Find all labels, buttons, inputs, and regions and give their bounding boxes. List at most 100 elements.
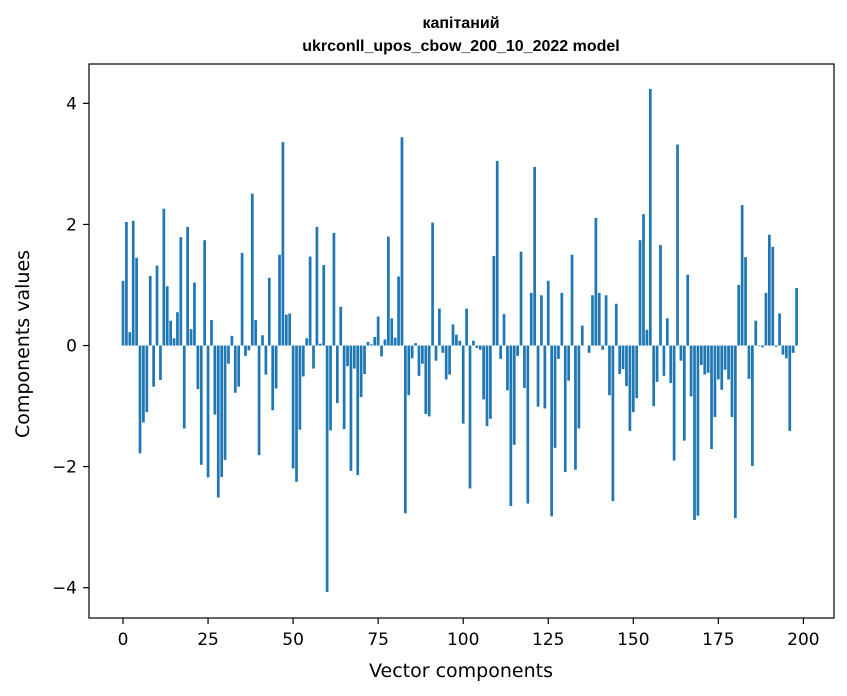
- x-tick-label: 50: [282, 630, 304, 650]
- bar-37: [247, 345, 251, 351]
- bar-63: [335, 345, 339, 404]
- bar-184: [747, 345, 751, 379]
- bar-126: [550, 345, 554, 517]
- bar-164: [679, 345, 683, 361]
- bar-2: [128, 332, 132, 346]
- bar-179: [730, 345, 734, 417]
- bar-186: [754, 320, 758, 346]
- bar-122: [536, 345, 540, 407]
- bar-163: [676, 144, 679, 346]
- bar-143: [608, 345, 611, 396]
- y-axis-label: Components values: [12, 250, 34, 438]
- bar-27: [213, 345, 217, 415]
- bar-180: [733, 345, 737, 519]
- bar-6: [142, 345, 145, 423]
- x-tick-label: 0: [118, 630, 129, 650]
- bar-181: [737, 284, 741, 346]
- bar-135: [580, 325, 584, 346]
- bar-13: [165, 286, 169, 346]
- bar-32: [230, 335, 234, 346]
- bar-170: [699, 345, 703, 365]
- bar-88: [421, 345, 424, 364]
- bar-148: [625, 345, 628, 387]
- bar-190: [768, 234, 771, 346]
- bar-94: [441, 345, 445, 353]
- bar-139: [594, 217, 598, 346]
- bar-75: [376, 316, 380, 346]
- bar-39: [254, 320, 258, 346]
- bar-116: [516, 345, 519, 356]
- bar-112: [502, 314, 506, 346]
- bar-84: [407, 345, 411, 396]
- bar-31: [227, 345, 230, 364]
- bar-61: [329, 345, 332, 431]
- bar-99: [458, 340, 462, 346]
- plot-frame: [88, 63, 835, 619]
- bar-10: [155, 265, 159, 346]
- bar-87: [417, 345, 421, 376]
- bar-16: [176, 312, 179, 346]
- bar-59: [322, 265, 326, 346]
- bar-23: [199, 345, 203, 465]
- bar-79: [390, 318, 394, 346]
- bar-96: [448, 345, 451, 375]
- bar-107: [485, 345, 489, 427]
- bar-182: [740, 205, 744, 346]
- bar-185: [751, 345, 754, 467]
- bar-56: [312, 345, 315, 369]
- bar-165: [682, 345, 686, 441]
- bar-197: [791, 345, 795, 353]
- bar-150: [631, 345, 635, 413]
- bar-52: [298, 345, 302, 430]
- bar-1: [125, 222, 128, 346]
- bar-153: [642, 214, 645, 346]
- bar-138: [591, 295, 594, 346]
- bar-130: [563, 345, 567, 473]
- bar-174: [713, 345, 717, 417]
- bar-159: [662, 345, 666, 376]
- bar-85: [410, 345, 414, 359]
- bar-55: [308, 256, 312, 346]
- bar-35: [240, 252, 244, 346]
- bar-103: [472, 340, 475, 346]
- bar-133: [574, 345, 577, 470]
- bar-64: [339, 306, 343, 346]
- bar-78: [387, 236, 390, 346]
- bar-51: [295, 345, 298, 482]
- bar-151: [635, 345, 639, 399]
- bar-104: [475, 345, 479, 348]
- x-tick-label: 100: [447, 630, 479, 650]
- bar-62: [332, 232, 336, 346]
- bar-76: [380, 345, 383, 357]
- bar-33: [233, 345, 237, 393]
- bar-72: [366, 341, 370, 346]
- bar-176: [720, 345, 724, 390]
- bar-156: [652, 345, 656, 407]
- bar-25: [206, 345, 210, 478]
- bar-22: [196, 345, 200, 390]
- bar-0: [121, 280, 125, 346]
- bar-80: [393, 337, 397, 346]
- bar-111: [499, 345, 502, 359]
- bar-162: [672, 345, 676, 461]
- bar-36: [244, 345, 247, 356]
- bar-24: [203, 240, 207, 346]
- bar-169: [696, 345, 700, 516]
- y-tick-label: 0: [66, 337, 77, 357]
- bar-118: [523, 345, 526, 388]
- bar-73: [369, 344, 373, 346]
- bar-173: [710, 345, 713, 450]
- bar-125: [546, 280, 550, 346]
- bar-98: [455, 334, 458, 346]
- bar-57: [315, 226, 319, 346]
- x-tick-label: 25: [197, 630, 219, 650]
- bar-146: [618, 345, 622, 374]
- bar-119: [526, 345, 530, 504]
- bar-29: [220, 345, 224, 477]
- bar-157: [655, 345, 659, 382]
- bar-89: [424, 345, 428, 414]
- bar-92: [434, 345, 438, 361]
- bar-12: [162, 208, 166, 346]
- bar-3: [131, 220, 135, 346]
- bar-141: [601, 345, 605, 350]
